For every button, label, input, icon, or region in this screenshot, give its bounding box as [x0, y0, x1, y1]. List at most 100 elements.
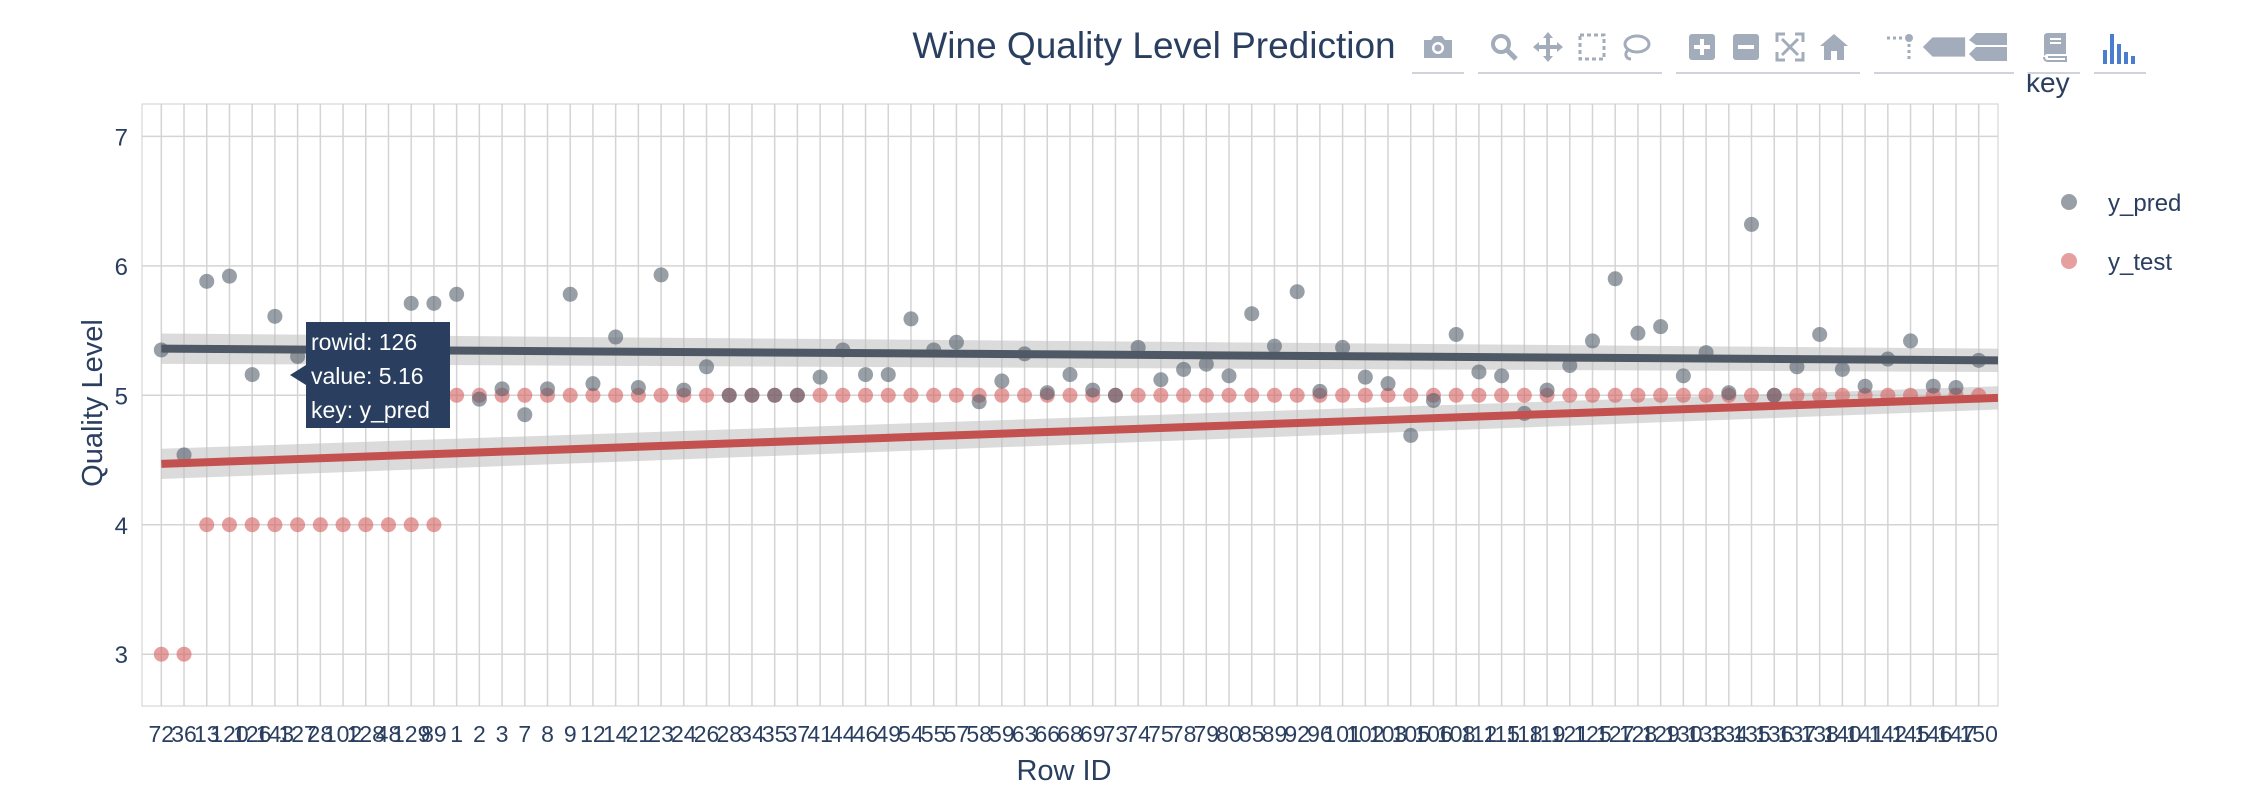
data-point-y-pred[interactable]: [880, 367, 896, 383]
data-point-y-pred[interactable]: [1289, 284, 1305, 300]
data-point-y-test[interactable]: [608, 387, 624, 403]
legend-item-y-test[interactable]: y_test: [2061, 249, 2172, 276]
legend-item-y-pred[interactable]: y_pred: [2061, 190, 2181, 217]
hover-closest-icon[interactable]: [1922, 26, 1966, 68]
box-select-icon[interactable]: [1570, 26, 1614, 68]
data-point-y-pred[interactable]: [1494, 368, 1510, 384]
data-point-y-pred[interactable]: [608, 329, 624, 345]
data-point-y-test[interactable]: [244, 517, 260, 533]
data-point-y-test[interactable]: [1494, 387, 1510, 403]
data-point-y-pred[interactable]: [1425, 392, 1441, 408]
data-point-y-test[interactable]: [1130, 387, 1146, 403]
data-point-y-test[interactable]: [1607, 387, 1623, 403]
autoscale-icon[interactable]: [1768, 26, 1812, 68]
data-point-y-pred[interactable]: [994, 373, 1010, 389]
data-point-y-pred[interactable]: [767, 387, 783, 403]
reset-axes-icon[interactable]: [1812, 26, 1856, 68]
data-point-y-pred[interactable]: [1584, 333, 1600, 349]
data-point-y-pred[interactable]: [221, 268, 237, 284]
data-point-y-test[interactable]: [812, 387, 828, 403]
zoom-icon[interactable]: [1482, 26, 1526, 68]
zoom-in-icon[interactable]: [1680, 26, 1724, 68]
data-point-y-pred[interactable]: [426, 295, 442, 311]
data-point-y-pred[interactable]: [1471, 364, 1487, 380]
data-point-y-test[interactable]: [1516, 387, 1532, 403]
data-point-y-pred[interactable]: [199, 273, 215, 289]
data-point-y-test[interactable]: [1653, 387, 1669, 403]
data-point-y-pred[interactable]: [1630, 325, 1646, 341]
spike-lines-icon[interactable]: [1878, 26, 1922, 68]
data-point-y-pred[interactable]: [903, 311, 919, 327]
collaborate-icon[interactable]: [2032, 26, 2076, 68]
data-point-y-test[interactable]: [312, 517, 328, 533]
data-point-y-test[interactable]: [358, 517, 374, 533]
data-point-y-test[interactable]: [290, 517, 306, 533]
data-point-y-test[interactable]: [948, 387, 964, 403]
data-point-y-pred[interactable]: [858, 367, 874, 383]
data-point-y-pred[interactable]: [1153, 372, 1169, 388]
data-point-y-test[interactable]: [1176, 387, 1192, 403]
data-point-y-test[interactable]: [1153, 387, 1169, 403]
data-point-y-pred[interactable]: [1744, 216, 1760, 232]
data-point-y-pred[interactable]: [1357, 369, 1373, 385]
data-point-y-pred[interactable]: [1539, 382, 1555, 398]
data-point-y-test[interactable]: [858, 387, 874, 403]
data-point-y-test[interactable]: [562, 387, 578, 403]
data-point-y-test[interactable]: [1675, 387, 1691, 403]
data-point-y-pred[interactable]: [267, 308, 283, 324]
data-point-y-pred[interactable]: [176, 447, 192, 463]
data-point-y-pred[interactable]: [1925, 378, 1941, 394]
data-point-y-pred[interactable]: [1675, 368, 1691, 384]
data-point-y-pred[interactable]: [1562, 358, 1578, 374]
data-point-y-test[interactable]: [1834, 387, 1850, 403]
data-point-y-pred[interactable]: [1948, 380, 1964, 396]
pan-icon[interactable]: [1526, 26, 1570, 68]
data-point-y-test[interactable]: [1562, 387, 1578, 403]
data-point-y-pred[interactable]: [585, 376, 601, 392]
data-point-y-pred[interactable]: [1903, 333, 1919, 349]
data-point-y-test[interactable]: [835, 387, 851, 403]
data-point-y-test[interactable]: [176, 646, 192, 662]
data-point-y-pred[interactable]: [1857, 378, 1873, 394]
data-point-y-pred[interactable]: [721, 387, 737, 403]
data-point-y-pred[interactable]: [1244, 306, 1260, 322]
data-point-y-test[interactable]: [1244, 387, 1260, 403]
data-point-y-test[interactable]: [585, 387, 601, 403]
data-point-y-test[interactable]: [449, 387, 465, 403]
data-point-y-test[interactable]: [994, 387, 1010, 403]
data-points[interactable]: [153, 216, 1987, 662]
data-point-y-pred[interactable]: [1607, 271, 1623, 287]
data-point-y-pred[interactable]: [699, 359, 715, 375]
data-point-y-test[interactable]: [903, 387, 919, 403]
data-point-y-test[interactable]: [1357, 387, 1373, 403]
data-point-y-pred[interactable]: [1653, 319, 1669, 335]
data-point-y-pred[interactable]: [653, 267, 669, 283]
data-point-y-test[interactable]: [267, 517, 283, 533]
data-point-y-test[interactable]: [1584, 387, 1600, 403]
data-point-y-test[interactable]: [1448, 387, 1464, 403]
data-point-y-pred[interactable]: [1039, 385, 1055, 401]
data-point-y-test[interactable]: [1789, 387, 1805, 403]
data-point-y-test[interactable]: [1812, 387, 1828, 403]
data-point-y-pred[interactable]: [1198, 356, 1214, 372]
data-point-y-pred[interactable]: [1403, 427, 1419, 443]
data-point-y-test[interactable]: [1698, 387, 1714, 403]
data-point-y-pred[interactable]: [948, 334, 964, 350]
data-point-y-test[interactable]: [221, 517, 237, 533]
data-point-y-pred[interactable]: [630, 380, 646, 396]
data-point-y-pred[interactable]: [1107, 387, 1123, 403]
data-point-y-pred[interactable]: [1062, 367, 1078, 383]
data-point-y-pred[interactable]: [1721, 385, 1737, 401]
data-point-y-test[interactable]: [426, 517, 442, 533]
data-point-y-test[interactable]: [1198, 387, 1214, 403]
data-point-y-pred[interactable]: [244, 367, 260, 383]
data-point-y-test[interactable]: [653, 387, 669, 403]
data-point-y-test[interactable]: [880, 387, 896, 403]
data-point-y-pred[interactable]: [789, 387, 805, 403]
data-point-y-test[interactable]: [199, 517, 215, 533]
data-point-y-test[interactable]: [926, 387, 942, 403]
zoom-out-icon[interactable]: [1724, 26, 1768, 68]
data-point-y-test[interactable]: [1403, 387, 1419, 403]
data-point-y-pred[interactable]: [1266, 338, 1282, 354]
data-point-y-test[interactable]: [1221, 387, 1237, 403]
